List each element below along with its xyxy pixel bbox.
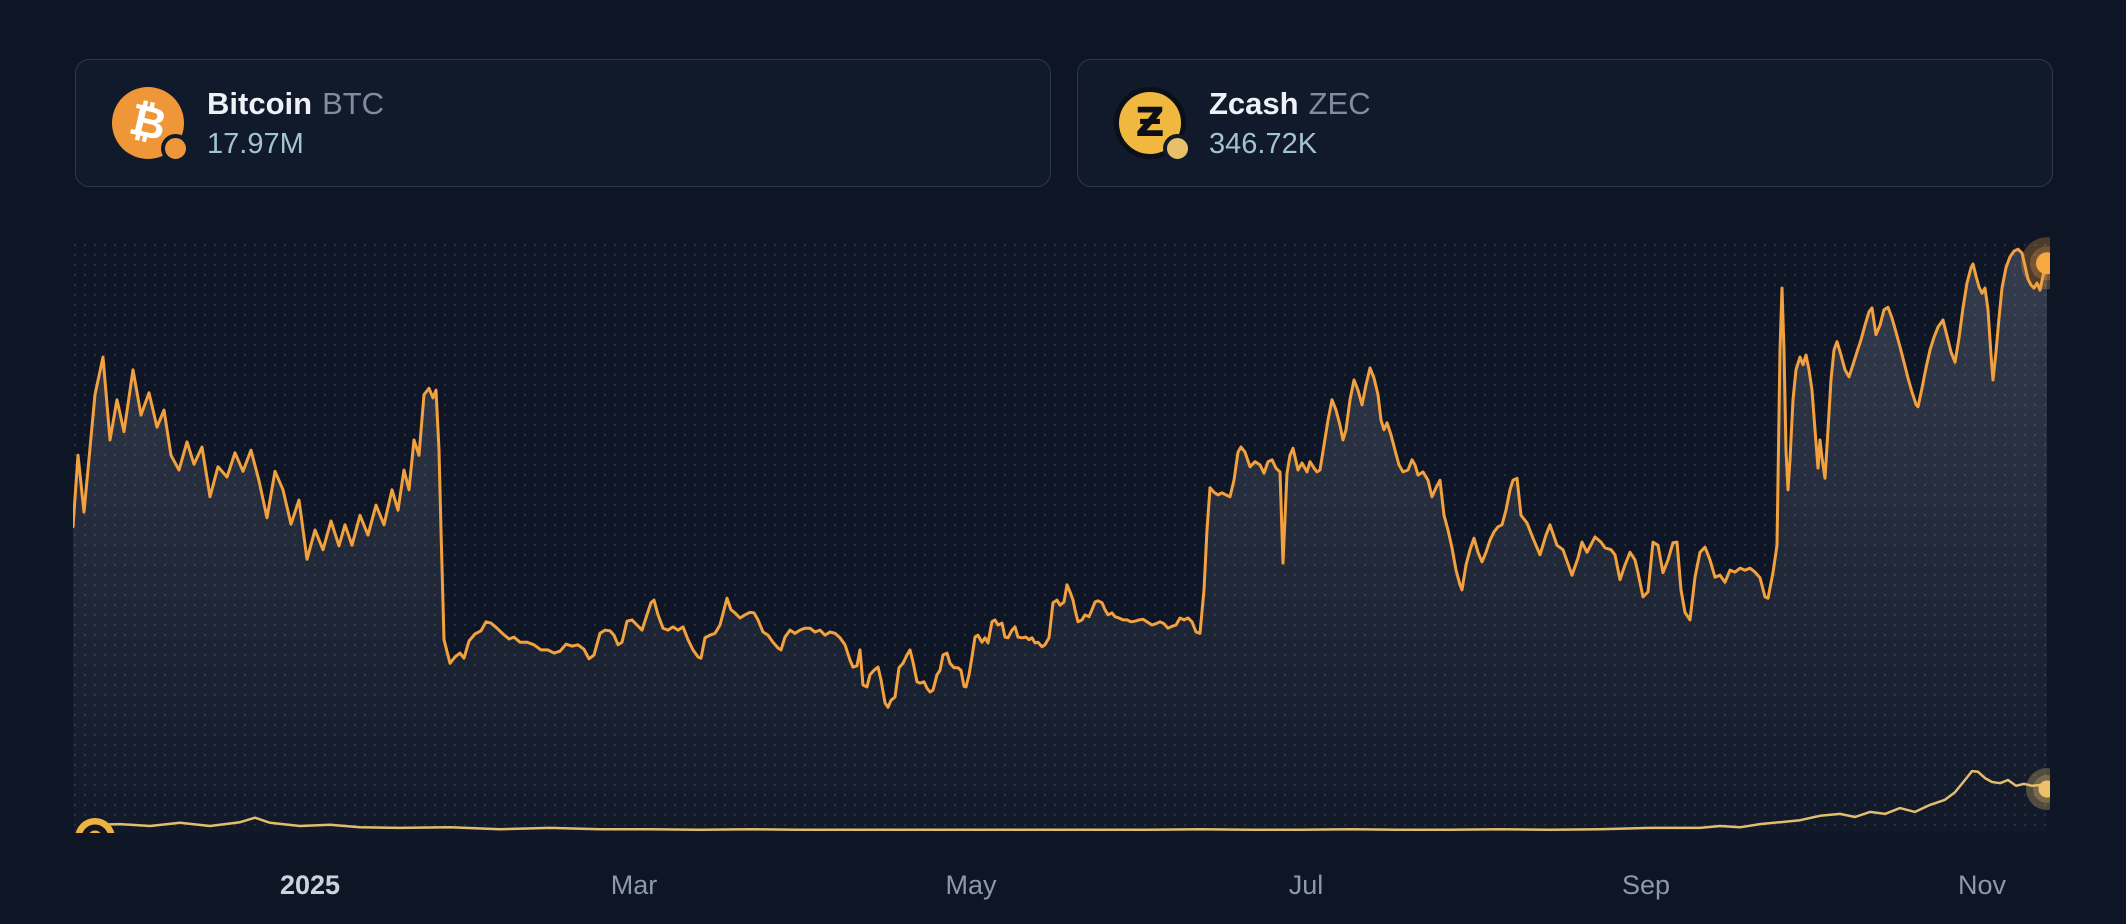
asset-name: Zcash: [1209, 85, 1299, 121]
zcash-icon: Ƶ: [1114, 87, 1186, 159]
bitcoin-series-line: [73, 247, 2049, 709]
zcash-line-start-coin-icon: [75, 818, 115, 833]
zcash-glyph: Ƶ: [1135, 100, 1165, 146]
zcash-card-value: 346.72K: [1209, 127, 1318, 160]
zcash-series-color-dot: [1163, 134, 1192, 163]
bitcoin-icon-wrap: ₿: [112, 87, 190, 163]
asset-card-zcash[interactable]: Ƶ Zcash ZEC 346.72K: [1077, 59, 2053, 187]
x-tick-2025: 2025: [280, 870, 340, 900]
bitcoin-series-color-dot: [161, 134, 190, 163]
x-axis-tick-labels: 2025 Mar May Jul Sep Nov: [280, 870, 2007, 900]
zcash-latest-point-marker: [2026, 768, 2050, 810]
zcash-card-text: Zcash ZEC 346.72K: [1209, 85, 1371, 160]
x-tick-may: May: [945, 870, 997, 900]
zcash-icon-wrap: Ƶ: [1114, 87, 1192, 163]
asset-cards-row: ₿ Bitcoin BTC 17.97M Ƶ Zcash ZEC 346.72K: [75, 59, 2053, 187]
x-tick-nov: Nov: [1958, 870, 2007, 900]
x-tick-jul: Jul: [1289, 870, 1324, 900]
x-tick-mar: Mar: [611, 870, 658, 900]
bitcoin-latest-point-marker: [2021, 237, 2050, 290]
zcash-series-line: [93, 769, 2049, 832]
zcash-card-title: Zcash ZEC: [1209, 85, 1371, 121]
asset-ticker: ZEC: [1308, 85, 1371, 121]
bitcoin-area-fill: [73, 249, 2047, 833]
x-tick-sep: Sep: [1622, 870, 1670, 900]
asset-card-bitcoin[interactable]: ₿ Bitcoin BTC 17.97M: [75, 59, 1051, 187]
asset-name: Bitcoin: [207, 85, 313, 121]
bitcoin-card-value: 17.97M: [207, 127, 304, 160]
bitcoin-card-title: Bitcoin BTC: [207, 85, 385, 121]
bitcoin-card-text: Bitcoin BTC 17.97M: [207, 85, 385, 160]
asset-ticker: BTC: [322, 85, 385, 121]
